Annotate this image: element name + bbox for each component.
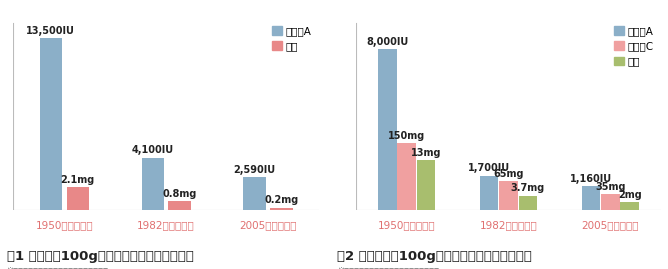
Bar (142, 158, 164, 210)
Bar (582, 186, 601, 210)
Text: 図1 ニンジン100gに含まれる栄養素量の推移: 図1 ニンジン100gに含まれる栄養素量の推移 (7, 250, 194, 263)
Text: 図2 ほうれん草100gに含まれる栄養素量の推移: 図2 ほうれん草100gに含まれる栄養素量の推移 (337, 250, 532, 263)
Text: 1982年（㓨訂）: 1982年（㓨訂） (138, 220, 195, 230)
Text: 2005年（５訂）: 2005年（５訂） (582, 220, 639, 230)
Bar (67, 187, 89, 210)
Text: 150mg: 150mg (388, 131, 426, 141)
Bar (499, 181, 518, 210)
Bar (271, 208, 293, 210)
Text: 4,100IU: 4,100IU (132, 145, 174, 155)
Bar (518, 196, 537, 210)
Bar (378, 49, 397, 210)
Text: 0.8mg: 0.8mg (162, 189, 197, 199)
Legend: ビタミA, 鉄分: ビタミA, 鉄分 (271, 24, 314, 54)
Text: 1950年（初訂）: 1950年（初訂） (35, 220, 93, 230)
Text: 1982年（４訂）: 1982年（４訂） (480, 220, 537, 230)
Bar (417, 160, 435, 210)
Bar (397, 143, 415, 210)
Bar (243, 177, 266, 210)
Text: ※出典：文部科学省「食品標準成分表」より: ※出典：文部科学省「食品標準成分表」より (337, 266, 440, 269)
Bar (480, 176, 498, 210)
Text: 35mg: 35mg (595, 182, 626, 192)
Text: 65mg: 65mg (493, 169, 524, 179)
Text: 13,500IU: 13,500IU (27, 26, 75, 36)
Text: 1,160IU: 1,160IU (570, 174, 612, 184)
Text: 1950年（初訂）: 1950年（初訂） (378, 220, 436, 230)
Bar (39, 38, 62, 210)
Text: 1,700IU: 1,700IU (468, 163, 510, 173)
Bar (601, 194, 619, 210)
Bar (621, 202, 639, 210)
Text: 0.2mg: 0.2mg (265, 195, 299, 205)
Text: 3.7mg: 3.7mg (510, 183, 545, 193)
Text: 2,590IU: 2,590IU (234, 165, 276, 175)
Text: 2.1mg: 2.1mg (61, 175, 95, 185)
Text: 8,000IU: 8,000IU (366, 37, 409, 47)
Text: 2mg: 2mg (618, 190, 641, 200)
Text: 13mg: 13mg (411, 148, 441, 158)
Text: ※出典：文部科学省「食品標準成分表」より: ※出典：文部科学省「食品標準成分表」より (7, 266, 109, 269)
Legend: ビタミA, ビタミC, 鉄分: ビタミA, ビタミC, 鉄分 (613, 24, 656, 69)
Bar (168, 201, 191, 210)
Text: 2005年（５訂）: 2005年（５訂） (239, 220, 297, 230)
